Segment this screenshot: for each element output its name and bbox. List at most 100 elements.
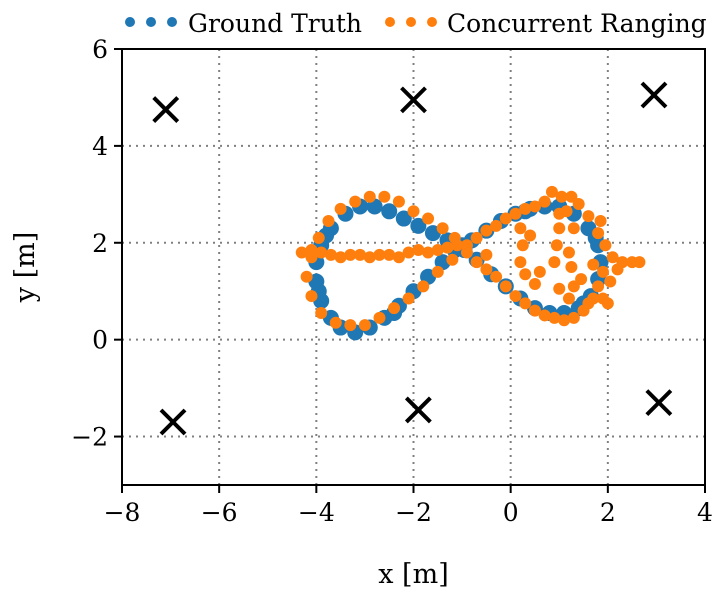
concurrent-ranging-point bbox=[567, 280, 580, 293]
concurrent-ranging-point bbox=[315, 246, 328, 259]
concurrent-ranging-point bbox=[633, 256, 646, 269]
concurrent-ranging-point bbox=[519, 297, 532, 310]
concurrent-ranging-point bbox=[567, 311, 580, 324]
x-tick-label: −6 bbox=[201, 498, 238, 527]
concurrent-ranging-point bbox=[417, 280, 430, 293]
concurrent-ranging-point bbox=[596, 265, 609, 278]
concurrent-ranging-point bbox=[562, 246, 575, 259]
concurrent-ranging-point bbox=[344, 319, 357, 332]
concurrent-ranging-point bbox=[480, 263, 493, 276]
x-tick-labels: −8 −6 −4 −2 0 2 4 bbox=[104, 498, 713, 527]
concurrent-ranging-point bbox=[565, 190, 578, 203]
x-axis-label: x [m] bbox=[378, 559, 448, 590]
legend-marker-ground-truth bbox=[125, 17, 177, 27]
ground-truth-point bbox=[381, 203, 398, 220]
concurrent-ranging-point bbox=[407, 205, 420, 218]
concurrent-ranging-point bbox=[490, 270, 503, 283]
concurrent-ranging-point bbox=[553, 282, 566, 295]
concurrent-ranging-point bbox=[490, 219, 503, 232]
concurrent-ranging-point bbox=[334, 251, 347, 264]
concurrent-ranging-point bbox=[519, 202, 532, 215]
legend: Ground Truth Concurrent Ranging bbox=[125, 9, 707, 38]
ground-truth-point bbox=[395, 210, 412, 227]
concurrent-ranging-point bbox=[562, 292, 575, 305]
concurrent-ranging-point bbox=[480, 224, 493, 237]
concurrent-ranging-point bbox=[422, 212, 435, 225]
x-tick-label: −8 bbox=[104, 498, 141, 527]
concurrent-ranging-point bbox=[324, 248, 337, 261]
concurrent-ranging-point bbox=[422, 246, 435, 259]
x-tick-label: 2 bbox=[600, 498, 616, 527]
concurrent-ranging-point bbox=[448, 231, 461, 244]
concurrent-ranging-point bbox=[509, 207, 522, 220]
concurrent-ranging-point bbox=[582, 297, 595, 310]
x-tick-label: 4 bbox=[697, 498, 713, 527]
concurrent-ranging-point bbox=[305, 290, 318, 303]
concurrent-ranging-point bbox=[565, 261, 578, 273]
concurrent-ranging-point bbox=[528, 200, 541, 213]
concurrent-ranging-point bbox=[373, 248, 386, 261]
concurrent-ranging-point bbox=[412, 244, 425, 257]
concurrent-ranging-point bbox=[470, 256, 483, 269]
concurrent-ranging-point bbox=[446, 253, 459, 266]
concurrent-ranging-point bbox=[558, 314, 571, 327]
concurrent-ranging-point bbox=[358, 319, 371, 332]
concurrent-ranging-point bbox=[392, 195, 405, 208]
y-tick-label: 0 bbox=[92, 326, 108, 355]
concurrent-ranging-point bbox=[516, 239, 529, 252]
legend-marker-concurrent-ranging bbox=[385, 17, 437, 27]
concurrent-ranging-point bbox=[592, 280, 605, 293]
concurrent-ranging-point bbox=[460, 246, 473, 259]
anchor-marker bbox=[159, 408, 187, 436]
anchor-marker bbox=[152, 96, 180, 123]
concurrent-ranging-point bbox=[322, 214, 335, 227]
concurrent-ranging-point bbox=[470, 231, 483, 244]
y-tick-label: −2 bbox=[71, 423, 108, 452]
y-tick-labels: −2 0 2 4 6 bbox=[71, 35, 108, 452]
concurrent-ranging-point bbox=[548, 311, 561, 324]
y-tick-label: 4 bbox=[92, 132, 108, 161]
concurrent-ranging-point bbox=[354, 248, 367, 261]
concurrent-ranging-point bbox=[548, 256, 561, 269]
concurrent-ranging-point bbox=[528, 304, 541, 317]
concurrent-ranging-point bbox=[606, 251, 619, 264]
concurrent-ranging-point bbox=[436, 222, 449, 235]
concurrent-ranging-point bbox=[480, 248, 493, 261]
concurrent-ranging-point bbox=[538, 195, 551, 208]
concurrent-ranging-point bbox=[567, 222, 580, 235]
x-tick-label: 0 bbox=[503, 498, 519, 527]
concurrent-ranging-point bbox=[363, 190, 376, 203]
concurrent-ranging-point bbox=[388, 302, 401, 315]
y-tick-label: 6 bbox=[92, 35, 108, 64]
concurrent-ranging-point bbox=[514, 222, 527, 235]
concurrent-ranging-point bbox=[509, 290, 522, 303]
concurrent-ranging-point bbox=[538, 309, 551, 322]
concurrent-ranging-point bbox=[533, 265, 546, 278]
concurrent-ranging-point bbox=[599, 239, 612, 252]
concurrent-ranging-point bbox=[441, 241, 454, 254]
concurrent-ranging-point bbox=[363, 251, 376, 264]
concurrent-ranging-point bbox=[514, 256, 527, 269]
concurrent-ranging-point bbox=[575, 273, 588, 286]
legend-label-concurrent-ranging: Concurrent Ranging bbox=[447, 9, 707, 38]
concurrent-ranging-point bbox=[329, 316, 342, 329]
concurrent-ranging-point bbox=[431, 244, 444, 257]
concurrent-ranging-point bbox=[545, 185, 558, 198]
x-tick-label: −4 bbox=[298, 498, 335, 527]
concurrent-ranging-series bbox=[295, 185, 646, 332]
concurrent-ranging-point bbox=[315, 307, 328, 320]
axis-ticks bbox=[114, 48, 706, 493]
anchor-marker bbox=[400, 86, 427, 114]
concurrent-ranging-point bbox=[300, 270, 313, 283]
concurrent-ranging-point bbox=[524, 229, 537, 242]
concurrent-ranging-point bbox=[402, 292, 415, 305]
concurrent-ranging-point bbox=[555, 190, 568, 203]
concurrent-ranging-point bbox=[553, 222, 566, 235]
concurrent-ranging-point bbox=[392, 251, 405, 264]
concurrent-ranging-point bbox=[383, 248, 396, 261]
anchor-marker bbox=[404, 396, 432, 424]
concurrent-ranging-point bbox=[402, 246, 415, 259]
anchor-marker bbox=[640, 81, 668, 109]
concurrent-ranging-point bbox=[349, 195, 362, 208]
concurrent-ranging-point bbox=[431, 265, 444, 278]
